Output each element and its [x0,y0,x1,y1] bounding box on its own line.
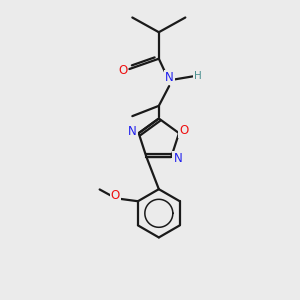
Text: N: N [128,125,136,138]
Text: O: O [118,64,128,77]
Text: O: O [111,189,120,202]
Text: N: N [173,152,182,165]
Text: H: H [194,70,202,80]
Text: N: N [165,71,174,84]
Text: O: O [179,124,189,137]
